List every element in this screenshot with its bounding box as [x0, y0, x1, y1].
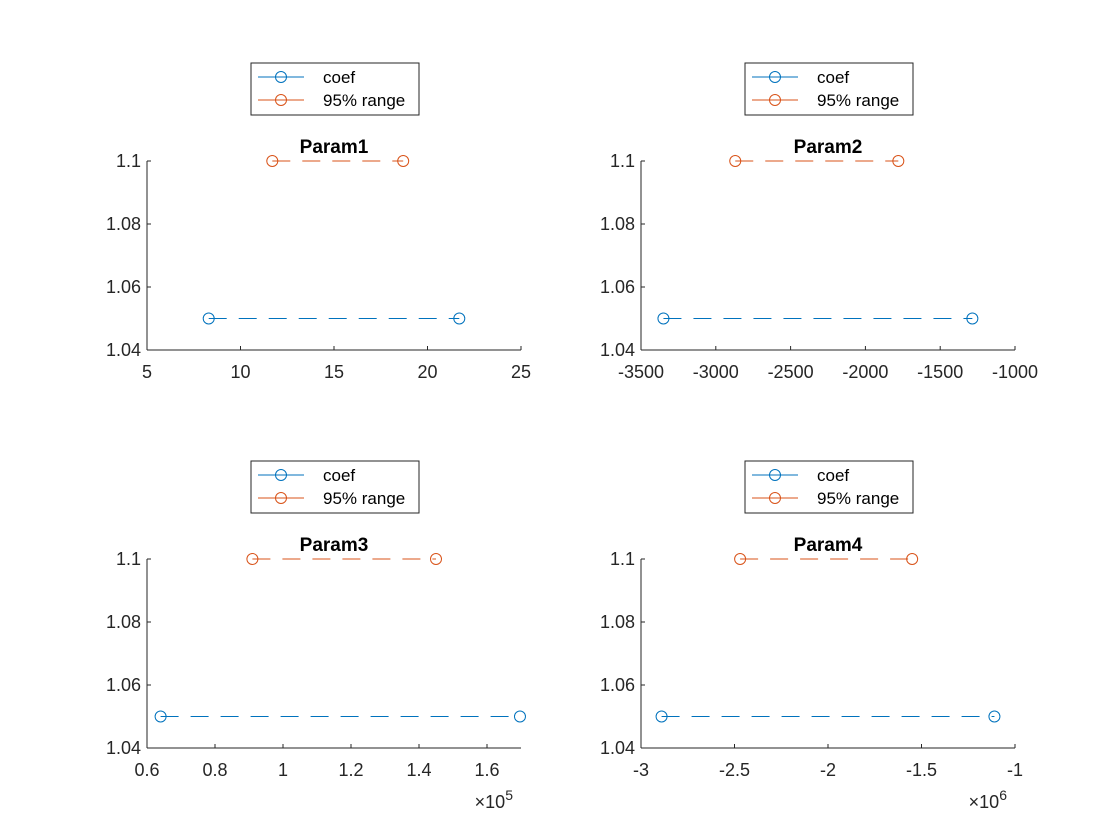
data-point [892, 155, 905, 167]
y-tick-label: 1.1 [116, 151, 141, 171]
y-tick-label: 1.04 [106, 340, 141, 360]
series-coef [655, 710, 1001, 723]
x-tick-label: 5 [142, 362, 152, 382]
legend-label: coef [323, 466, 355, 485]
chart-title: Param2 [794, 137, 863, 158]
legend-label: 95% range [323, 489, 405, 508]
legend-label: 95% range [817, 91, 899, 110]
series-range [246, 553, 442, 565]
subplot-4: -3 -2.5 -2 -1.5 -1 1.04 1.06 1.08 1.1 ×106 Param4 c… [600, 460, 1023, 812]
data-point [513, 710, 526, 723]
data-point [988, 710, 1001, 723]
chart-title: Param3 [300, 535, 369, 556]
x-tick-label: 0.6 [134, 760, 159, 780]
data-point [655, 710, 668, 723]
y-tick-label: 1.04 [600, 738, 635, 758]
data-point [202, 312, 215, 325]
series-coef [202, 312, 466, 325]
y-tick-label: 1.04 [600, 340, 635, 360]
data-point [154, 710, 167, 723]
data-point [906, 553, 919, 565]
y-tick-label: 1.06 [106, 675, 141, 695]
subplot-3: 0.6 0.8 1 1.2 1.4 1.6 1.04 1.06 1.08 1.1 ×105 Param… [106, 460, 526, 812]
legend-marker [275, 71, 287, 83]
legend-marker [275, 469, 287, 481]
x-tick-label: -1500 [917, 362, 963, 382]
x-tick-label: 1.6 [474, 760, 499, 780]
x-tick-label: 10 [230, 362, 250, 382]
data-point [734, 553, 747, 565]
x-axis-exponent: ×105 [475, 787, 514, 812]
series-range [266, 155, 410, 167]
data-point [246, 553, 259, 565]
legend-label: coef [817, 466, 849, 485]
legend: coef 95% range [744, 460, 914, 514]
data-point [966, 312, 979, 325]
y-tick-label: 1.04 [106, 738, 141, 758]
y-tick-label: 1.08 [600, 214, 635, 234]
series-range [729, 155, 905, 167]
legend-label: 95% range [323, 91, 405, 110]
data-point [729, 155, 742, 167]
legend-label: coef [323, 68, 355, 87]
x-tick-label: -1000 [992, 362, 1038, 382]
data-point [266, 155, 279, 167]
x-tick-label: -3000 [693, 362, 739, 382]
legend: coef 95% range [744, 62, 914, 116]
y-tick-label: 1.1 [610, 549, 635, 569]
legend-label: coef [817, 68, 849, 87]
x-tick-label: 0.8 [202, 760, 227, 780]
x-tick-label: 1 [278, 760, 288, 780]
x-tick-label: -3 [633, 760, 649, 780]
x-tick-label: -3500 [618, 362, 664, 382]
x-tick-label: 15 [324, 362, 344, 382]
x-tick-label: -2 [820, 760, 836, 780]
x-tick-label: 25 [511, 362, 531, 382]
y-tick-label: 1.06 [106, 277, 141, 297]
x-tick-label: 1.4 [406, 760, 431, 780]
legend-marker [275, 492, 287, 504]
data-point [430, 553, 442, 565]
x-tick-label: -2.5 [719, 760, 750, 780]
subplot-2: -3500 -3000 -2500 -2000 -1500 -1000 1.04 1.06 1.… [600, 62, 1038, 382]
y-tick-label: 1.06 [600, 277, 635, 297]
x-tick-label: 20 [417, 362, 437, 382]
x-tick-label: -2500 [768, 362, 814, 382]
y-tick-label: 1.1 [610, 151, 635, 171]
y-tick-label: 1.08 [106, 612, 141, 632]
legend-marker [769, 492, 781, 504]
y-tick-label: 1.1 [116, 549, 141, 569]
series-coef [154, 710, 526, 723]
x-tick-label: -1 [1007, 760, 1023, 780]
series-coef [657, 312, 979, 325]
legend-marker [769, 469, 781, 481]
legend-marker [275, 94, 287, 106]
x-tick-label: -1.5 [906, 760, 937, 780]
legend: coef 95% range [250, 62, 420, 116]
series-range [734, 553, 919, 565]
subplot-1: 5 10 15 20 25 1.04 1.06 1.08 1.1 Param1 coef 95% ra… [106, 62, 531, 382]
legend: coef 95% range [250, 460, 420, 514]
data-point [397, 155, 410, 167]
x-tick-label: -2000 [842, 362, 888, 382]
x-tick-label: 1.2 [338, 760, 363, 780]
legend-marker [769, 71, 781, 83]
y-tick-label: 1.08 [106, 214, 141, 234]
legend-label: 95% range [817, 489, 899, 508]
y-tick-label: 1.08 [600, 612, 635, 632]
y-tick-label: 1.06 [600, 675, 635, 695]
data-point [657, 312, 670, 325]
data-point [453, 312, 466, 325]
chart-title: Param4 [794, 535, 863, 556]
legend-marker [769, 94, 781, 106]
chart-title: Param1 [300, 137, 369, 158]
x-axis-exponent: ×106 [969, 787, 1008, 812]
